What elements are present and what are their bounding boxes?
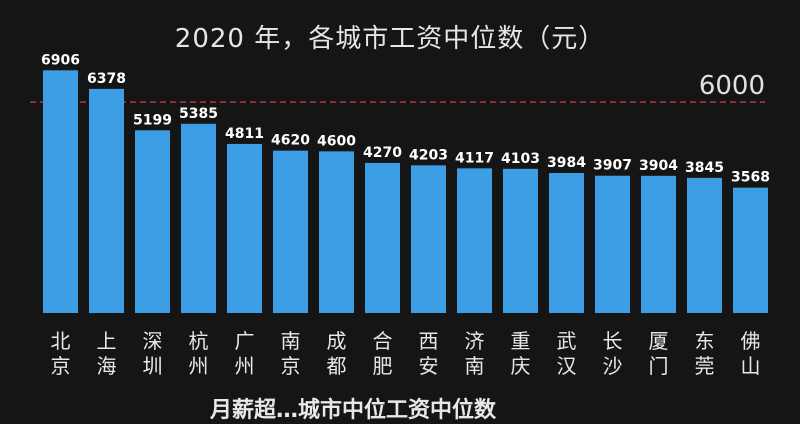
bar	[319, 151, 354, 313]
category-label: 庆	[511, 354, 531, 378]
bar	[687, 177, 722, 313]
data-label: 3907	[593, 158, 632, 174]
bar	[365, 162, 400, 313]
category-label: 南	[465, 354, 485, 378]
category-label: 长	[603, 329, 623, 353]
category-label: 安	[419, 354, 439, 378]
data-label: 6378	[87, 71, 126, 87]
category-label: 广	[235, 329, 255, 353]
bar	[549, 173, 584, 313]
reference-line-label: 6000	[699, 71, 765, 101]
data-label: 5199	[133, 112, 172, 128]
bar	[457, 168, 492, 313]
category-label: 佛	[741, 329, 761, 353]
bar	[595, 175, 630, 313]
bar-chart: 60006906北京6378上海5199深圳5385杭州4811广州4620南京…	[30, 52, 770, 378]
data-label: 5385	[179, 106, 218, 122]
chart-title: 2020 年，各城市工资中位数（元）	[174, 24, 606, 54]
bar	[733, 187, 768, 313]
video-subtitle: 月薪超…城市中位工资中位数	[210, 398, 497, 423]
data-label: 4811	[225, 126, 264, 142]
category-label: 南	[281, 329, 301, 353]
bar	[43, 70, 78, 313]
bar	[135, 130, 170, 313]
data-label: 3845	[685, 160, 724, 176]
data-label: 4270	[363, 145, 402, 161]
bar	[503, 168, 538, 313]
bar	[227, 143, 262, 313]
category-label: 成	[327, 329, 347, 353]
category-label: 都	[327, 354, 347, 378]
bar	[273, 150, 308, 313]
category-label: 京	[281, 354, 301, 378]
category-label: 圳	[143, 354, 163, 378]
category-label: 莞	[695, 354, 715, 378]
data-label: 4620	[271, 133, 310, 149]
data-label: 3984	[547, 155, 586, 171]
data-label: 3568	[731, 170, 770, 186]
bar	[89, 88, 124, 314]
category-label: 济	[465, 329, 485, 353]
category-label: 沙	[603, 354, 623, 378]
category-label: 州	[235, 354, 255, 378]
category-label: 汉	[557, 354, 577, 378]
category-label: 门	[649, 354, 669, 378]
category-label: 肥	[373, 354, 393, 378]
category-label: 京	[51, 354, 71, 378]
data-label: 4203	[409, 147, 448, 163]
data-label: 6906	[41, 52, 80, 68]
category-label: 东	[695, 329, 715, 353]
category-label: 杭	[189, 329, 209, 353]
category-label: 州	[189, 354, 209, 378]
category-label: 厦	[649, 329, 669, 353]
category-label: 合	[373, 329, 393, 353]
category-label: 西	[419, 329, 439, 353]
bar	[641, 175, 676, 313]
data-label: 4117	[455, 150, 494, 166]
category-label: 深	[143, 329, 163, 353]
bar	[181, 123, 216, 313]
category-label: 上	[97, 329, 117, 353]
category-label: 山	[741, 354, 761, 378]
category-label: 北	[51, 329, 71, 353]
data-label: 3904	[639, 158, 678, 174]
data-label: 4600	[317, 133, 356, 149]
data-label: 4103	[501, 151, 540, 167]
category-label: 武	[557, 329, 577, 353]
category-label: 海	[97, 354, 117, 378]
category-label: 重	[511, 329, 531, 353]
chart-stage: 2020 年，各城市工资中位数（元） 6000 6906 北京 6378 上海 5199 深…	[30, 24, 770, 423]
bar	[411, 165, 446, 313]
